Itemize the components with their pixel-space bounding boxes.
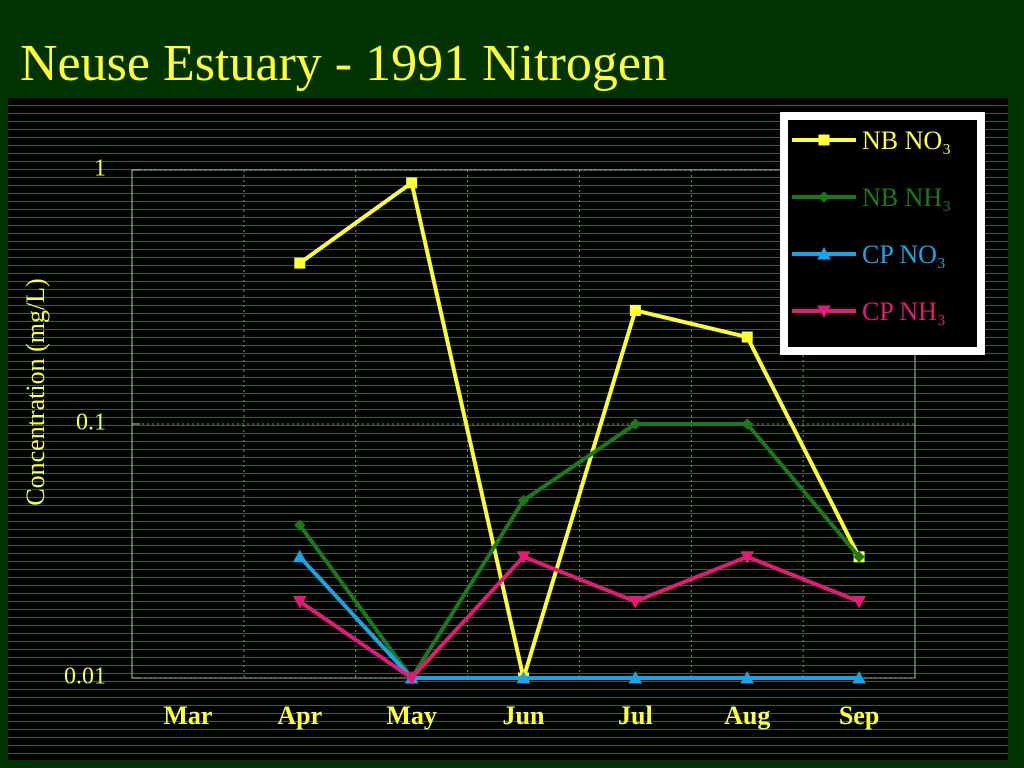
marker-triangle-down [292, 596, 307, 609]
marker-diamond [517, 494, 530, 507]
y-axis-label: Concentration (mg/L) [21, 278, 50, 505]
x-tick-label: Aug [724, 701, 770, 730]
marker-triangle-down [852, 596, 866, 609]
marker-triangle [292, 549, 307, 563]
y-tick-label: 0.01 [64, 664, 106, 690]
marker-triangle-down [516, 551, 531, 564]
x-tick-label: Mar [163, 701, 212, 730]
series-line [298, 554, 860, 680]
marker-diamond [853, 551, 865, 563]
marker-triangle [516, 670, 531, 684]
x-tick-label: Sep [839, 701, 879, 730]
y-tick-label: 1 [94, 156, 106, 182]
legend-label: NB NO₃ [862, 126, 951, 155]
series-line [298, 555, 860, 680]
x-tick-label: Jul [618, 701, 653, 730]
series-line [298, 422, 861, 680]
marker-diamond [629, 418, 642, 430]
marker-triangle-down [740, 551, 755, 564]
chart-title: Neuse Estuary - 1991 Nitrogen [20, 35, 667, 92]
x-tick-label: Apr [277, 701, 322, 730]
legend-label: CP NH₃ [862, 297, 946, 326]
marker-diamond [818, 191, 830, 203]
y-tick-label: 0.1 [76, 410, 106, 436]
marker-diamond [294, 519, 306, 531]
marker-square [406, 177, 418, 189]
marker-triangle [817, 246, 831, 260]
marker-triangle [852, 670, 866, 684]
x-tick-label: Jun [503, 701, 545, 730]
marker-triangle-down [404, 672, 419, 686]
marker-triangle-down [817, 305, 831, 319]
series-line [298, 180, 861, 680]
legend-label: NB NH₃ [862, 183, 951, 212]
marker-square [818, 134, 830, 146]
marker-square [294, 257, 306, 269]
marker-square [741, 331, 753, 343]
marker-triangle-down [628, 596, 643, 609]
marker-square [629, 304, 641, 316]
marker-triangle [628, 670, 643, 684]
marker-triangle [740, 670, 755, 684]
x-tick-label: May [386, 701, 437, 730]
marker-diamond [741, 418, 753, 430]
legend-label: CP NO₃ [862, 240, 946, 269]
